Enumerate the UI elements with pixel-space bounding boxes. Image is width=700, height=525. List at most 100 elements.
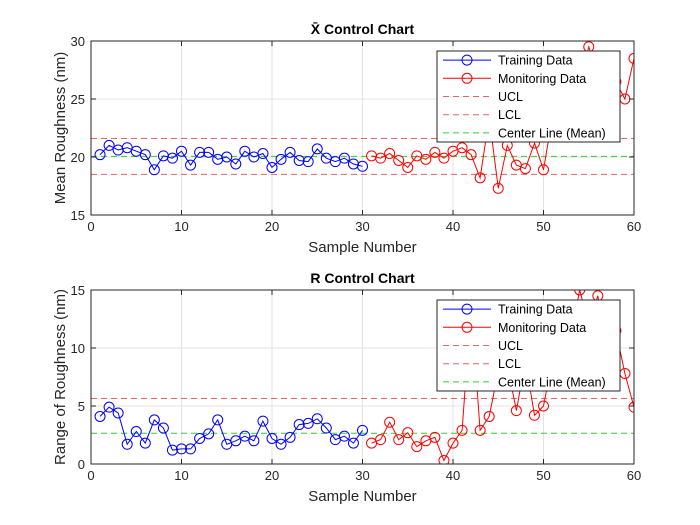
xbar-monitoring-data-point-4 [393, 154, 405, 166]
xbar-training-data-point-15 [221, 151, 233, 163]
r-xtick-label-5: 50 [536, 468, 550, 483]
r-legend-training-data-label: Training Data [498, 303, 573, 317]
r-training-data-point-11 [185, 443, 197, 455]
xbar-training-data-point-2 [103, 139, 115, 151]
r-training-data-point-24 [302, 417, 314, 429]
xbar-series-training-data [94, 139, 368, 176]
r-training-data-point-22 [284, 431, 296, 443]
r-legend-monitoring-data-label: Monitoring Data [498, 321, 586, 335]
xbar-xtick-label-1: 10 [174, 219, 188, 234]
xbar-legend-ucl-label: UCL [498, 90, 523, 104]
xbar-training-data-point-28 [338, 152, 350, 164]
r-monitoring-data-point-24 [574, 290, 586, 296]
r-ytick-label-0: 0 [78, 457, 85, 472]
xbar-training-data-point-25 [311, 143, 323, 155]
r-training-data-point-18 [248, 435, 260, 447]
r-chart-title: R Control Chart [310, 270, 415, 286]
r-training-data-point-3 [112, 407, 124, 419]
xbar-chart-title: X̄ Control Chart [311, 20, 415, 37]
xbar-training-data-point-22 [284, 146, 296, 158]
r-training-data-point-1 [94, 410, 106, 422]
xbar-monitoring-data-point-30 [628, 52, 634, 64]
xbar-monitoring-data-point-15 [492, 182, 504, 194]
r-training-data-point-16 [230, 435, 242, 447]
xbar-monitoring-data-point-8 [429, 146, 441, 158]
r-training-data-point-9 [166, 444, 178, 456]
xbar-monitoring-data-point-12 [465, 149, 477, 161]
xbar-monitoring-data-point-3 [384, 148, 396, 160]
r-xtick-label-3: 30 [355, 468, 369, 483]
xbar-training-data-point-1 [94, 149, 106, 161]
xbar-legend-center-line-mean-label: Center Line (Mean) [498, 126, 606, 140]
r-training-data-point-28 [338, 430, 350, 442]
xbar-monitoring-data-point-2 [375, 152, 387, 164]
r-training-data-point-5 [130, 426, 142, 438]
r-monitoring-data-point-3 [384, 416, 396, 428]
r-training-data-point-12 [194, 432, 206, 444]
r-training-data-point-4 [121, 438, 133, 450]
r-monitoring-data-point-5 [402, 427, 414, 439]
xbar-ticks: 0 10 20 30 40 50 60 15 20 25 30 [71, 34, 642, 234]
r-training-data-point-19 [257, 415, 269, 427]
xbar-training-data-point-19 [257, 148, 269, 160]
r-xtick-label-4: 40 [446, 468, 460, 483]
xbar-training-data-point-10 [176, 145, 187, 157]
r-monitoring-data-point-10 [447, 437, 459, 449]
xbar-ytick-label-0: 15 [71, 208, 85, 223]
r-training-data-point-2 [103, 401, 115, 413]
r-monitoring-data-point-2 [375, 434, 387, 446]
r-training-data-point-20 [266, 432, 278, 444]
r-monitoring-data-point-11 [456, 424, 468, 436]
r-monitoring-data-point-17 [510, 405, 522, 417]
r-training-data-point-7 [148, 414, 160, 426]
xbar-monitoring-data-point-20 [538, 164, 549, 176]
r-xtick-label-2: 20 [265, 468, 279, 483]
xbar-monitoring-data-point-5 [402, 161, 414, 173]
r-ytick-label-2: 10 [71, 341, 85, 356]
r-series-training-data [94, 401, 368, 456]
xbar-chart: 0 10 20 30 40 50 60 15 20 25 30 X̄ Control Chart Sam… [52, 20, 641, 256]
r-training-data-point-26 [320, 422, 332, 434]
xbar-training-data-point-24 [302, 156, 314, 168]
xbar-monitoring-data-point-18 [519, 163, 531, 175]
r-training-data-point-14 [212, 414, 224, 426]
r-monitoring-data-point-4 [393, 434, 405, 446]
xbar-training-data-point-23 [293, 154, 305, 166]
xbar-xtick-label-4: 40 [446, 219, 460, 234]
r-xtick-label-6: 60 [627, 468, 641, 483]
r-training-data-point-10 [176, 443, 187, 455]
xbar-monitoring-data-point-7 [420, 153, 432, 165]
r-ytick-label-1: 5 [78, 399, 85, 414]
r-xtick-label-0: 0 [87, 468, 94, 483]
r-reference-lines [91, 397, 634, 464]
r-monitoring-data-point-9 [438, 455, 450, 464]
r-monitoring-data-point-30 [628, 401, 634, 413]
xbar-ytick-label-3: 30 [71, 34, 85, 49]
xbar-training-data-point-20 [266, 161, 278, 173]
xbar-training-data-point-9 [166, 152, 178, 164]
r-legend-monitoring-data-marker [461, 321, 473, 333]
r-training-data-point-13 [203, 428, 215, 440]
r-legend-training-data-marker [461, 303, 473, 315]
xbar-ytick-label-1: 20 [71, 150, 85, 165]
xbar-legend-monitoring-data-marker [461, 72, 473, 84]
xbar-xtick-label-3: 30 [355, 219, 369, 234]
r-training-data-point-8 [157, 422, 169, 434]
xbar-xtick-label-0: 0 [87, 219, 94, 234]
r-ticks: 0 10 20 30 40 50 60 0 5 10 15 [71, 283, 642, 483]
xbar-ytick-label-2: 25 [71, 92, 85, 107]
xbar-y-axis-label: Mean Roughness (nm) [52, 52, 69, 205]
r-monitoring-data-point-20 [538, 400, 549, 412]
xbar-monitoring-data-point-13 [474, 172, 486, 184]
xbar-legend-training-data-marker [461, 54, 473, 66]
r-chart: 0 10 20 30 40 50 60 0 5 10 15 R Control Chart Sample… [52, 270, 641, 505]
r-legend-center-line-mean-label: Center Line (Mean) [498, 375, 606, 389]
xbar-monitoring-data-point-9 [438, 152, 450, 164]
xbar-training-data-point-30 [357, 160, 368, 172]
xbar-training-data-point-21 [275, 153, 287, 165]
r-training-data-point-30 [357, 424, 368, 436]
xbar-training-data-line [99, 144, 363, 171]
xbar-legend-training-data-label: Training Data [498, 54, 573, 68]
xbar-x-axis-label: Sample Number [308, 239, 416, 256]
